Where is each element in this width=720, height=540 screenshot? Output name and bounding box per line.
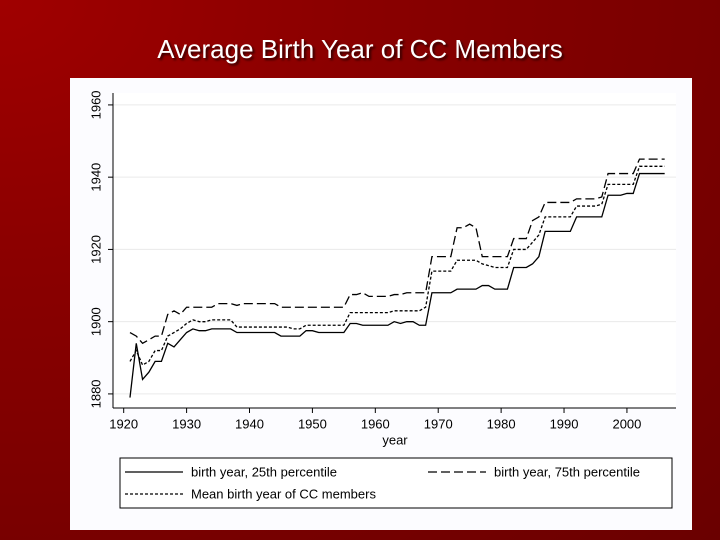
legend-label: birth year, 25th percentile — [191, 464, 337, 479]
x-tick-label: 1920 — [109, 416, 138, 431]
x-tick-label: 1950 — [298, 416, 327, 431]
y-tick-label: 1960 — [88, 90, 103, 119]
x-tick-label: 2000 — [612, 416, 641, 431]
series-line — [129, 172, 665, 398]
y-tick-label: 1920 — [88, 235, 103, 264]
chart-title: Average Birth Year of CC Members — [157, 34, 563, 64]
x-tick-label: 1980 — [487, 416, 516, 431]
legend-box — [119, 457, 673, 509]
y-tick-label: 1880 — [88, 379, 103, 408]
x-tick-label: 1990 — [550, 416, 579, 431]
y-tick-label: 1940 — [88, 163, 103, 192]
legend-label: birth year, 75th percentile — [494, 464, 640, 479]
x-tick-label: 1970 — [424, 416, 453, 431]
series-line — [129, 165, 665, 366]
y-tick-label: 1900 — [88, 307, 103, 336]
plot-area — [113, 93, 676, 408]
x-tick-label: 1930 — [172, 416, 201, 431]
legend-label: Mean birth year of CC members — [191, 486, 376, 501]
x-axis-title: year — [382, 432, 408, 447]
x-tick-label: 1940 — [235, 416, 264, 431]
x-tick-label: 1960 — [361, 416, 390, 431]
series-line — [129, 158, 665, 345]
